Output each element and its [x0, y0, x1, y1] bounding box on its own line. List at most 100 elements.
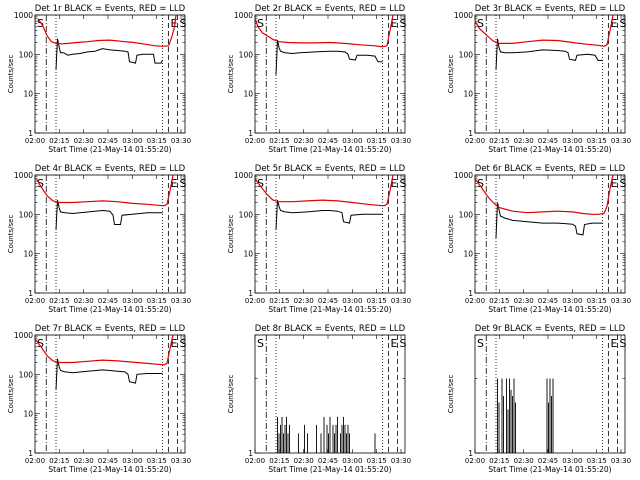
y-axis-label: Counts/sec: [7, 375, 15, 414]
y-axis-label: Counts/sec: [227, 375, 235, 414]
x-tick-label: 02:45: [98, 297, 118, 305]
time-marker-label: S: [180, 17, 187, 30]
x-tick-label: 03:15: [587, 137, 607, 145]
plot-frame: [34, 174, 186, 294]
time-marker-label: S: [257, 17, 264, 30]
x-tick-label: 03:00: [342, 137, 362, 145]
chart-panel-8: Det 8r BLACK = Events, RED = LLD 1 Counts/…: [227, 324, 411, 474]
time-marker-label: E: [611, 177, 618, 190]
x-axis-label: Start Time (21-May-14 01:55:20): [48, 145, 171, 154]
y-tick-label: 10: [463, 90, 473, 99]
x-tick-label: 02:30: [514, 137, 534, 145]
x-tick-label: 03:30: [171, 137, 191, 145]
x-tick-label: 02:00: [465, 297, 485, 305]
time-marker-label: E: [171, 177, 178, 190]
y-tick-label: 1000: [14, 11, 33, 20]
x-tick-label: 03:30: [171, 457, 191, 465]
y-tick-label: 1: [248, 449, 253, 458]
y-tick-label: 1: [248, 289, 253, 298]
x-tick-label: 03:15: [587, 297, 607, 305]
series-lld-line: [35, 174, 174, 207]
time-marker-label: S: [180, 337, 187, 350]
series-events-line: [55, 199, 163, 231]
chart-panel-4: Det 4r BLACK = Events, RED = LLD 1 10 100 10…: [7, 164, 191, 314]
x-tick-label: 02:15: [489, 137, 509, 145]
x-tick-label: 02:30: [294, 297, 314, 305]
y-tick-label: 1: [468, 449, 473, 458]
panel-title: Det 4r BLACK = Events, RED = LLD: [35, 164, 186, 174]
time-marker-label: S: [37, 17, 44, 30]
time-marker-label: S: [37, 177, 44, 190]
series-lld-line: [34, 334, 174, 366]
y-tick-label: 10: [23, 410, 33, 419]
time-marker-label: S: [477, 17, 484, 30]
y-tick-label: 10: [243, 250, 253, 259]
y-tick-label: 100: [19, 50, 34, 59]
chart-panel-7: Det 7r BLACK = Events, RED = LLD 1 10 100 10…: [7, 324, 191, 474]
panel-title: Det 3r BLACK = Events, RED = LLD: [475, 4, 626, 14]
y-tick-label: 100: [459, 50, 474, 59]
x-tick-label: 03:30: [171, 297, 191, 305]
time-marker-label: S: [400, 177, 407, 190]
panel-title: Det 2r BLACK = Events, RED = LLD: [255, 4, 406, 14]
y-tick-label: 1000: [234, 171, 253, 180]
x-tick-label: 02:00: [245, 457, 265, 465]
y-tick-label: 10: [463, 250, 473, 259]
plot-frame: [34, 14, 186, 134]
x-tick-label: 02:15: [489, 297, 509, 305]
x-tick-label: 02:30: [74, 137, 94, 145]
series-lld-line: [474, 14, 614, 47]
y-tick-label: 10: [243, 90, 253, 99]
x-tick-label: 03:15: [147, 297, 167, 305]
y-axis-label: Counts/sec: [7, 55, 15, 94]
time-marker-label: S: [257, 177, 264, 190]
x-tick-label: 02:00: [465, 137, 485, 145]
y-tick-label: 100: [19, 370, 34, 379]
x-tick-label: 03:00: [562, 137, 582, 145]
x-tick-label: 03:00: [342, 457, 362, 465]
x-axis-label: Start Time (21-May-14 01:55:20): [488, 145, 611, 154]
chart-panel-5: Det 5r BLACK = Events, RED = LLD 1 10 100 10…: [227, 164, 411, 314]
x-tick-label: 03:30: [391, 457, 411, 465]
x-tick-label: 02:00: [25, 457, 45, 465]
x-tick-label: 03:15: [147, 457, 167, 465]
x-tick-label: 02:30: [294, 457, 314, 465]
y-tick-label: 100: [459, 210, 474, 219]
y-tick-label: 1000: [234, 11, 253, 20]
y-axis-label: Counts/sec: [447, 375, 455, 414]
y-axis-label: Counts/sec: [447, 55, 455, 94]
y-tick-label: 1: [248, 129, 253, 138]
panel-title: Det 9r BLACK = Events, RED = LLD: [475, 324, 626, 334]
x-tick-label: 02:15: [269, 457, 289, 465]
panel-title: Det 1r BLACK = Events, RED = LLD: [35, 4, 186, 14]
chart-panel-3: Det 3r BLACK = Events, RED = LLD 1 10 100 10…: [447, 4, 631, 154]
y-tick-label: 100: [19, 210, 34, 219]
series-lld-line: [474, 174, 614, 215]
plot-frame: [474, 174, 626, 294]
time-marker-label: E: [171, 17, 178, 30]
x-tick-label: 03:15: [147, 137, 167, 145]
x-tick-label: 02:15: [49, 297, 69, 305]
time-marker-label: S: [620, 17, 627, 30]
y-tick-label: 10: [23, 250, 33, 259]
panel-title: Det 6r BLACK = Events, RED = LLD: [475, 164, 626, 174]
x-tick-label: 02:15: [49, 137, 69, 145]
x-axis-label: Start Time (21-May-14 01:55:20): [268, 305, 391, 314]
x-tick-label: 02:45: [318, 297, 338, 305]
x-axis-label: Start Time (21-May-14 01:55:20): [268, 145, 391, 154]
time-marker-label: S: [180, 177, 187, 190]
time-marker-label: S: [620, 177, 627, 190]
plot-frame: [474, 14, 626, 134]
y-tick-label: 1: [468, 289, 473, 298]
y-tick-label: 10: [23, 90, 33, 99]
x-tick-label: 02:00: [25, 297, 45, 305]
series-events-line: [55, 358, 163, 391]
x-tick-label: 02:00: [25, 137, 45, 145]
series-lld-line: [254, 174, 394, 207]
y-tick-label: 1: [28, 289, 33, 298]
x-axis-label: Start Time (21-May-14 01:55:20): [488, 305, 611, 314]
plot-frame: [254, 14, 406, 134]
y-tick-label: 1: [28, 449, 33, 458]
x-tick-label: 03:00: [122, 137, 142, 145]
x-tick-label: 02:45: [538, 297, 558, 305]
